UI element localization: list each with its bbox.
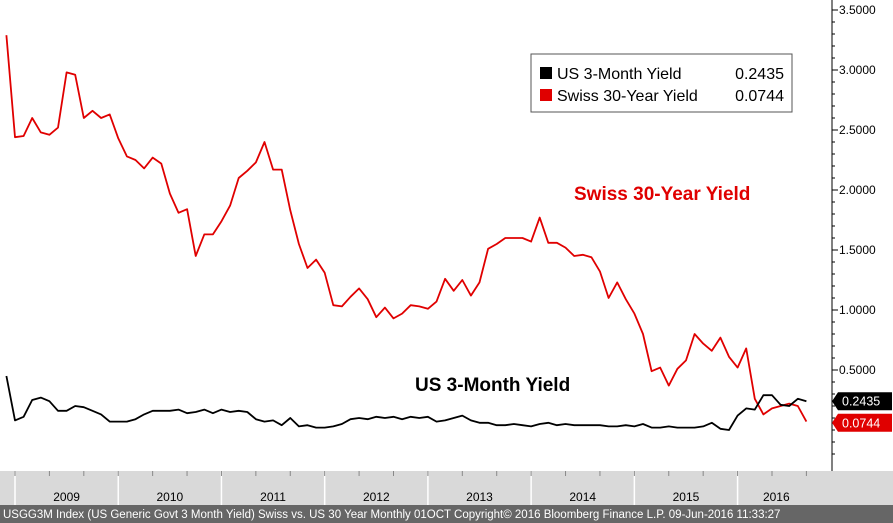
- end-tag-value: 0.2435: [842, 395, 880, 409]
- x-tick-label: 2014: [569, 490, 596, 504]
- x-axis: 2009 2010 2011 2012 2013 2014 2015 2016: [14, 471, 807, 505]
- legend-swatch-swiss: [540, 89, 552, 101]
- y-tick-label: 2.0000: [839, 183, 876, 197]
- legend-label-us: US 3-Month Yield: [557, 66, 682, 83]
- series-line-swiss-30y: [5, 35, 808, 423]
- y-axis: 0.5000 1.0000 1.5000 2.0000 2.5000 3.0000 3.50…: [831, 0, 876, 471]
- x-tick-label: 2010: [156, 490, 183, 504]
- x-tick-label: 2009: [53, 490, 80, 504]
- x-tick-label: 2016: [763, 490, 790, 504]
- series-line-us-3m: [5, 375, 807, 431]
- x-tick-label: 2012: [363, 490, 390, 504]
- footer-text: USGG3M Index (US Generic Govt 3 Month Yi…: [3, 509, 780, 521]
- end-tag-value: 0.0744: [842, 416, 880, 430]
- end-tag-us: 0.2435: [832, 392, 892, 411]
- legend-label-swiss: Swiss 30-Year Yield: [557, 88, 698, 105]
- y-tick-label: 1.0000: [839, 303, 876, 317]
- annotation-us: US 3-Month Yield: [415, 375, 570, 396]
- y-tick-label: 3.0000: [839, 63, 876, 77]
- y-tick-label: 2.5000: [839, 123, 876, 137]
- end-value-tags: 0.0744 0.2435: [832, 392, 892, 432]
- annotation-swiss: Swiss 30-Year Yield: [574, 184, 750, 205]
- x-tick-label: 2011: [260, 490, 286, 504]
- legend-value-us: 0.2435: [735, 66, 784, 83]
- x-tick-label: 2015: [673, 490, 700, 504]
- legend-box: [530, 53, 793, 113]
- x-axis-band: [0, 471, 893, 505]
- legend-value-swiss: 0.0744: [735, 88, 784, 105]
- y-tick-label: 1.5000: [839, 243, 876, 257]
- legend-swatch-us: [540, 67, 552, 79]
- footer-bar: [0, 505, 893, 523]
- y-tick-label: 3.5000: [839, 3, 876, 17]
- end-tag-shape: [832, 392, 892, 411]
- series-layer: [5, 35, 808, 431]
- x-tick-label: 2013: [466, 490, 493, 504]
- end-tag-swiss: 0.0744: [832, 413, 892, 432]
- legend: US 3-Month Yield 0.2435 Swiss 30-Year Yi…: [530, 53, 793, 113]
- end-tag-shape: [832, 413, 892, 432]
- y-tick-label: 0.5000: [839, 363, 876, 377]
